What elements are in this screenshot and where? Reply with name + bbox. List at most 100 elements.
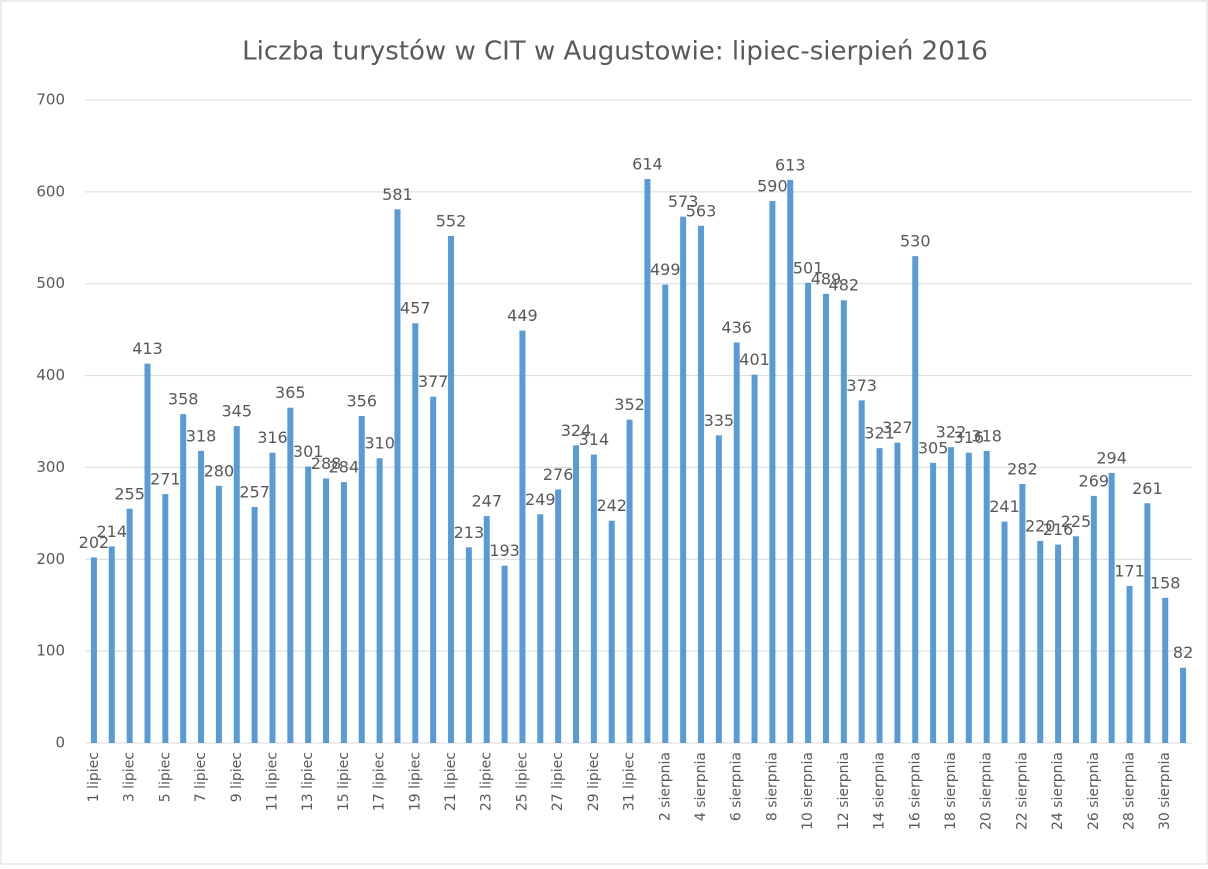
x-tick-label: 12 sierpnia — [836, 752, 852, 830]
x-tick-label: 9 lipiec — [229, 752, 245, 802]
value-label: 613 — [775, 155, 806, 174]
x-tick-label: 4 sierpnia — [693, 752, 709, 821]
value-label: 318 — [971, 426, 1002, 445]
value-label: 294 — [1096, 448, 1127, 467]
value-label: 202 — [79, 533, 110, 552]
bar — [412, 323, 419, 743]
value-label: 171 — [1114, 561, 1145, 580]
value-label: 284 — [329, 458, 360, 477]
x-tick-label: 11 lipiec — [264, 752, 280, 811]
value-label: 321 — [864, 424, 895, 443]
value-label: 563 — [686, 201, 717, 220]
bar — [858, 400, 865, 743]
value-label: 269 — [1079, 471, 1110, 490]
bar — [787, 179, 794, 743]
bar — [233, 426, 240, 743]
bar — [1180, 667, 1187, 743]
bar — [1072, 536, 1079, 743]
y-tick-label: 600 — [36, 182, 65, 200]
value-label: 276 — [543, 465, 574, 484]
bar — [269, 452, 276, 743]
y-tick-label: 0 — [55, 734, 65, 752]
bar — [394, 209, 401, 743]
bar — [912, 256, 919, 743]
x-tick-label: 31 lipiec — [622, 752, 638, 811]
value-label: 401 — [739, 350, 770, 369]
x-tick-label: 3 lipiec — [122, 752, 138, 802]
bar — [965, 452, 972, 743]
bar — [215, 485, 222, 743]
value-label: 82 — [1173, 643, 1193, 662]
bar — [448, 235, 455, 743]
value-label: 413 — [132, 339, 163, 358]
bar — [1055, 544, 1062, 743]
value-label: 314 — [579, 430, 610, 449]
value-label: 249 — [525, 490, 556, 509]
bar — [358, 415, 365, 743]
value-label: 261 — [1132, 479, 1163, 498]
x-tick-label: 19 lipiec — [407, 752, 423, 811]
bar — [715, 435, 722, 743]
value-label: 257 — [239, 482, 270, 501]
bar — [126, 508, 133, 743]
x-tick-label: 24 sierpnia — [1050, 752, 1066, 830]
x-tick-label: 20 sierpnia — [979, 752, 995, 830]
x-tick-label: 14 sierpnia — [872, 752, 888, 830]
bar — [287, 407, 294, 743]
value-label: 489 — [811, 269, 842, 288]
value-label: 581 — [382, 185, 413, 204]
bar — [1090, 495, 1097, 743]
bar — [930, 462, 937, 743]
bar — [840, 300, 847, 743]
bar — [1019, 483, 1026, 743]
x-tick-label: 25 lipiec — [514, 752, 530, 811]
bar — [626, 419, 633, 743]
value-label: 288 — [311, 454, 342, 473]
value-label: 271 — [150, 470, 181, 489]
bar — [876, 448, 883, 743]
value-label: 365 — [275, 383, 306, 402]
bar — [662, 284, 669, 743]
bar — [590, 454, 597, 743]
value-label: 318 — [186, 426, 217, 445]
bar — [537, 514, 544, 743]
x-tick-label: 15 lipiec — [336, 752, 352, 811]
chart-title: Liczba turystów w CIT w Augustowie: lipi… — [242, 37, 988, 67]
value-label: 316 — [954, 428, 985, 447]
bar — [144, 363, 151, 743]
x-tick-label: 6 sierpnia — [729, 752, 745, 821]
value-label: 356 — [346, 391, 377, 410]
bar — [376, 458, 383, 743]
bar — [894, 442, 901, 743]
bar — [323, 478, 330, 743]
value-label: 282 — [1007, 459, 1038, 478]
x-tick-label: 2 sierpnia — [657, 752, 673, 821]
value-label: 335 — [704, 411, 735, 430]
value-label: 457 — [400, 299, 431, 318]
y-tick-label: 100 — [36, 642, 65, 660]
value-label: 436 — [721, 318, 752, 337]
x-tick-label: 7 lipiec — [193, 752, 209, 802]
bar — [805, 282, 812, 743]
value-label: 327 — [882, 418, 913, 437]
x-tick-label: 8 sierpnia — [764, 752, 780, 821]
value-label: 220 — [1025, 516, 1056, 535]
value-label: 280 — [204, 461, 235, 480]
value-label: 216 — [1043, 520, 1074, 539]
value-label: 590 — [757, 177, 788, 196]
bar — [519, 330, 526, 743]
x-tick-label: 21 lipiec — [443, 752, 459, 811]
bar — [483, 516, 490, 743]
y-tick-label: 500 — [36, 274, 65, 292]
bar — [733, 342, 740, 743]
value-label: 310 — [364, 434, 395, 453]
bar — [680, 216, 687, 743]
bar — [1001, 521, 1008, 743]
x-tick-label: 30 sierpnia — [1157, 752, 1173, 830]
x-tick-label: 27 lipiec — [550, 752, 566, 811]
bar — [573, 445, 580, 743]
x-tick-label: 10 sierpnia — [800, 752, 816, 830]
bar — [465, 547, 472, 743]
value-label: 449 — [507, 306, 538, 325]
